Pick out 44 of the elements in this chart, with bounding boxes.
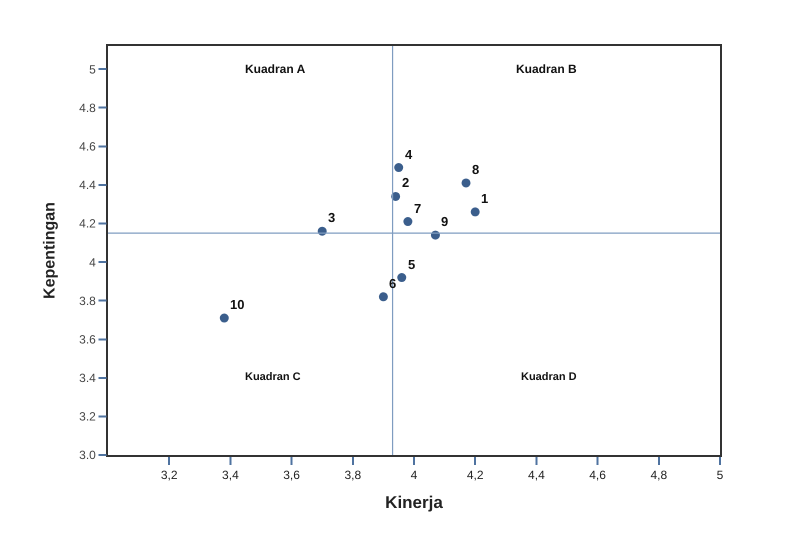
point xyxy=(394,163,404,172)
annotation: Kuadran C xyxy=(245,371,301,383)
x-axis-title: Kinerja xyxy=(385,493,444,512)
x-tick-label: 4,4 xyxy=(528,468,546,482)
annotation: Kuadran B xyxy=(516,62,578,76)
y-tick-label: 4 xyxy=(89,255,96,270)
y-tick-label: 3.6 xyxy=(79,332,96,346)
y-tick-label: 3.4 xyxy=(79,371,96,386)
annotation: 6 xyxy=(389,276,396,291)
x-tick-label: 4,8 xyxy=(650,468,668,482)
y-tick-label: 4.8 xyxy=(79,100,96,115)
point xyxy=(462,178,471,188)
y-tick-label: 3.0 xyxy=(79,448,96,462)
annotation: 3 xyxy=(328,210,336,225)
annotation: 2 xyxy=(402,175,410,190)
x-tick-label: 4 xyxy=(410,468,418,482)
x-tick-label: 3,8 xyxy=(344,468,362,482)
point xyxy=(403,217,412,226)
y-tick-label: 3.8 xyxy=(79,294,96,308)
y-axis-title: Kepentingan xyxy=(42,202,59,299)
annotation: 5 xyxy=(408,257,416,272)
annotation: Kuadran D xyxy=(521,371,577,383)
x-tick-label: 3,4 xyxy=(222,468,240,482)
point xyxy=(470,207,480,216)
x-tick-label: 3,6 xyxy=(283,468,300,482)
y-tick-label: 4.4 xyxy=(79,178,96,192)
x-tick-label: 5 xyxy=(716,468,724,482)
annotation: 4 xyxy=(405,147,413,162)
annotation: Kuadran A xyxy=(245,62,306,76)
y-tick-label: 4.2 xyxy=(79,216,96,231)
point xyxy=(378,292,388,302)
y-tick-label: 5 xyxy=(89,62,96,76)
annotation: 9 xyxy=(441,214,448,229)
y-tick-label: 4.6 xyxy=(79,140,96,154)
x-tick-label: 3,2 xyxy=(160,468,178,482)
point xyxy=(397,273,406,282)
annotation: 10 xyxy=(230,297,244,312)
x-tick-label: 4,6 xyxy=(589,468,606,482)
annotation: 8 xyxy=(472,162,480,177)
x-tick-label: 4,2 xyxy=(466,468,484,482)
y-tick-label: 3.2 xyxy=(79,410,96,424)
point xyxy=(220,314,229,323)
annotation: 1 xyxy=(481,191,488,206)
annotation: 7 xyxy=(414,201,422,216)
